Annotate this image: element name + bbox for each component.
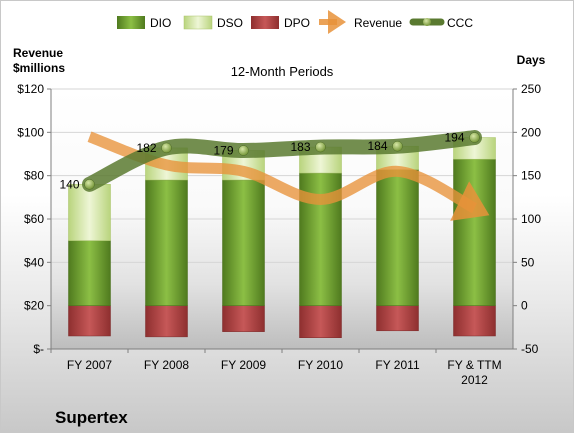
bar-dpo bbox=[453, 305, 496, 337]
ccc-data-label: 182 bbox=[136, 141, 156, 155]
ccc-line bbox=[82, 130, 482, 192]
x-tick-label: FY 2011 bbox=[375, 358, 420, 372]
left-tick-label: $60 bbox=[24, 212, 44, 226]
left-tick-label: $80 bbox=[24, 169, 44, 183]
legend-label-dso: DSO bbox=[217, 16, 243, 30]
bar-series-group bbox=[68, 137, 496, 338]
ccc-data-labels: 140 182 179 183 184 194 bbox=[59, 131, 464, 192]
left-tick-label: $20 bbox=[24, 299, 44, 313]
ccc-marker bbox=[315, 141, 326, 153]
bar-dio bbox=[145, 179, 188, 306]
legend-swatch-dio bbox=[117, 16, 145, 29]
right-tick-label: 200 bbox=[521, 125, 541, 139]
x-tick-label: FY 2008 bbox=[144, 358, 189, 372]
x-tick-label: FY 2010 bbox=[298, 358, 343, 372]
legend-label-revenue: Revenue bbox=[354, 16, 402, 30]
bar-dso bbox=[68, 184, 111, 241]
line-series-group bbox=[82, 130, 490, 221]
left-tick-label: $- bbox=[33, 342, 44, 356]
bar-dio bbox=[453, 158, 496, 306]
left-axis-title-line1: Revenue bbox=[13, 46, 63, 60]
left-tick-label: $40 bbox=[24, 255, 44, 269]
legend-swatch-dso bbox=[183, 15, 213, 30]
legend-marker-ccc bbox=[423, 18, 431, 26]
left-tick-label: $100 bbox=[17, 125, 44, 139]
bar-dpo bbox=[299, 305, 342, 338]
ccc-marker bbox=[392, 140, 403, 152]
ccc-data-label: 183 bbox=[290, 140, 310, 154]
bar-dpo bbox=[68, 305, 111, 337]
legend-label-ccc: CCC bbox=[447, 16, 473, 30]
chart-title: 12-Month Periods bbox=[231, 64, 334, 79]
x-tick-label: FY & TTM 2012 bbox=[447, 358, 501, 387]
ccc-data-label: 194 bbox=[444, 131, 464, 145]
right-axis-title: Days bbox=[517, 53, 546, 67]
bar-dio bbox=[68, 240, 111, 306]
axes-group: $- $20 $40 $60 $80 $100 $120 -50 0 50 100 150 200 250… bbox=[17, 82, 541, 387]
legend-label-dio: DIO bbox=[150, 16, 171, 30]
x-tick-label: FY 2007 bbox=[67, 358, 112, 372]
revenue-line bbox=[87, 131, 490, 221]
ccc-marker bbox=[238, 145, 249, 156]
bar-dio bbox=[222, 179, 265, 306]
legend-swatch-dpo bbox=[251, 16, 279, 29]
ccc-data-label: 184 bbox=[367, 139, 387, 153]
legend-label-dpo: DPO bbox=[284, 16, 310, 30]
legend: DIO DSO DPO Revenue CCC bbox=[117, 10, 473, 34]
ccc-data-label: 140 bbox=[59, 177, 79, 191]
bar-dpo bbox=[145, 305, 188, 338]
ccc-marker bbox=[161, 142, 172, 154]
right-tick-label: 0 bbox=[521, 299, 528, 313]
right-tick-label: 150 bbox=[521, 169, 541, 183]
bar-dpo bbox=[376, 305, 419, 332]
right-tick-label: 50 bbox=[521, 255, 535, 269]
bar-dio bbox=[376, 169, 419, 306]
right-tick-label: -50 bbox=[521, 342, 539, 356]
ccc-data-label: 179 bbox=[213, 144, 233, 158]
ccc-marker bbox=[84, 179, 95, 190]
right-tick-label: 100 bbox=[521, 212, 541, 226]
company-name: Supertex bbox=[55, 408, 128, 427]
x-tick-label: FY 2009 bbox=[221, 358, 266, 372]
ccc-marker bbox=[469, 132, 480, 143]
left-tick-label: $120 bbox=[17, 82, 44, 96]
left-axis-title-line2: $millions bbox=[13, 61, 65, 75]
bar-dpo bbox=[222, 305, 265, 332]
right-tick-label: 250 bbox=[521, 82, 541, 96]
